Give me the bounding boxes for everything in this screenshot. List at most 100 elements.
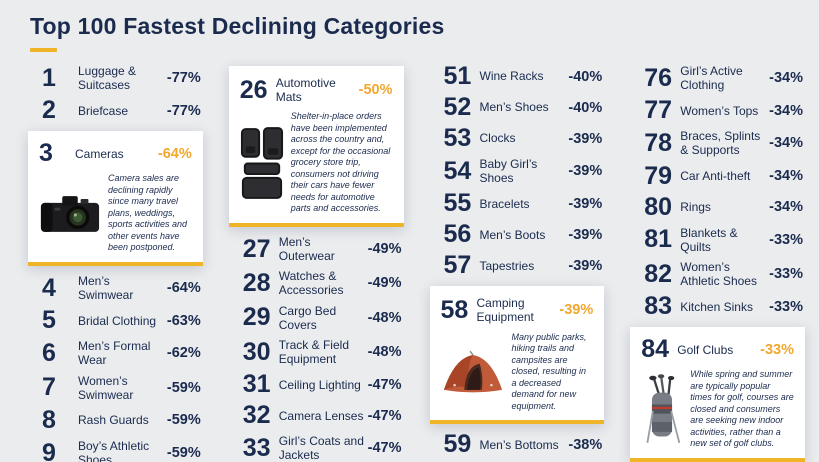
header: Top 100 Fastest Declining Categories	[0, 0, 819, 52]
rank-number: 76	[644, 63, 673, 92]
decline-percentage: -39%	[568, 226, 603, 243]
rank-column: 26 Automotive Mats -50% Shelter-in-place…	[228, 64, 404, 462]
decline-percentage: -59%	[166, 412, 201, 429]
rank-column: 1 Luggage & Suitcases -77% 2 Briefcase -…	[28, 64, 203, 462]
list-item: 82 Women’s Athletic Shoes -33%	[644, 260, 803, 288]
category-label: Briefcase	[78, 103, 129, 118]
decline-percentage: -33%	[769, 231, 803, 248]
category-label: Women’s Athletic Shoes	[680, 259, 757, 289]
rank-number: 51	[443, 62, 472, 90]
category-label: Women’s Tops	[680, 103, 759, 118]
decline-percentage: -64%	[166, 280, 201, 297]
camera-icon	[39, 190, 101, 237]
decline-percentage: -77%	[166, 70, 201, 87]
list-item: 53 Clocks -39%	[444, 126, 603, 151]
category-label: Men’s Outerwear	[278, 234, 335, 264]
highlight-card: 58 Camping Equipment -39% Many public pa…	[429, 286, 605, 425]
decline-percentage: -34%	[769, 168, 803, 185]
card-body: Camera sales are declining rapidly since…	[39, 173, 192, 254]
category-label: Boy’s Athletic Shoes	[78, 438, 150, 462]
list-item: 7 Women’s Swimwear -59%	[42, 374, 201, 402]
card-body: While spring and summer are typically po…	[641, 369, 794, 450]
list-item: 56 Men’s Boots -39%	[444, 222, 603, 247]
category-label: Clocks	[479, 131, 516, 146]
category-label: Rings	[680, 200, 711, 215]
golf-bag-icon	[641, 373, 683, 447]
category-label: Golf Clubs	[677, 342, 734, 357]
rank-number: 79	[644, 161, 673, 190]
rank-number: 33	[242, 433, 271, 462]
category-label: Baby Girl’s Shoes	[479, 157, 538, 186]
card-body: Shelter-in-place orders have been implem…	[240, 111, 393, 215]
category-label: Bracelets	[479, 196, 530, 211]
rank-number: 59	[443, 430, 472, 459]
list-item: 81 Blankets & Quilts -33%	[644, 226, 803, 254]
category-label: Cargo Bed Covers	[278, 303, 337, 332]
decline-percentage: -47%	[367, 376, 402, 393]
decline-percentage: -62%	[166, 345, 201, 362]
list-item: 77 Women’s Tops -34%	[644, 98, 803, 123]
card-description: While spring and summer are typically po…	[690, 369, 794, 449]
list-item: 29 Cargo Bed Covers -48%	[243, 304, 402, 332]
rank-number: 9	[42, 438, 56, 462]
decline-percentage: -77%	[166, 102, 201, 119]
rank-number: 26	[239, 75, 268, 104]
decline-percentage: -40%	[568, 99, 603, 116]
page-title: Top 100 Fastest Declining Categories	[30, 13, 445, 39]
list-item: 78 Braces, Splints & Supports -34%	[644, 129, 803, 157]
category-label: Camera Lenses	[278, 408, 364, 423]
decline-percentage: -59%	[166, 379, 201, 396]
list-item: 57 Tapestries -39%	[444, 253, 603, 278]
rank-number: 77	[644, 96, 673, 125]
decline-percentage: -49%	[367, 241, 402, 258]
rank-column: 51 Wine Racks -40% 52 Men’s Shoes -40% 5…	[429, 62, 605, 462]
decline-percentage: -33%	[760, 341, 794, 358]
rank-column: 76 Girl’s Active Clothing -34% 77 Women’…	[630, 64, 805, 462]
decline-percentage: -33%	[769, 266, 803, 283]
list-item: 54 Baby Girl’s Shoes -39%	[444, 157, 603, 185]
title-underline	[30, 48, 57, 52]
rank-number: 5	[42, 306, 56, 335]
rank-number: 55	[443, 189, 472, 218]
category-label: Men’s Swimwear	[78, 273, 134, 303]
decline-percentage: -40%	[568, 68, 603, 85]
decline-percentage: -59%	[166, 445, 201, 462]
decline-percentage: -63%	[166, 312, 201, 329]
card-description: Camera sales are declining rapidly since…	[108, 173, 188, 253]
list-item: 8 Rash Guards -59%	[42, 405, 201, 434]
decline-percentage: -39%	[559, 302, 594, 319]
category-label: Women’s Swimwear	[78, 373, 134, 402]
category-label: Car Anti-theft	[680, 169, 751, 184]
category-label: Men’s Bottoms	[479, 437, 559, 452]
card-header: 84 Golf Clubs -33%	[641, 337, 794, 362]
decline-percentage: -34%	[769, 135, 803, 152]
decline-percentage: -39%	[568, 163, 603, 180]
category-label: Watches & Accessories	[278, 269, 344, 298]
category-label: Rash Guards	[78, 413, 149, 428]
rank-number: 8	[42, 405, 56, 434]
rank-number: 3	[39, 139, 53, 168]
rank-number: 54	[443, 156, 472, 185]
category-label: Ceiling Lighting	[278, 377, 361, 392]
list-item: 32 Camera Lenses -47%	[243, 403, 402, 428]
rank-number: 53	[443, 124, 472, 152]
category-label: Men’s Formal Wear	[78, 339, 151, 368]
list-item: 2 Briefcase -77%	[42, 98, 201, 123]
category-label: Bridal Clothing	[78, 313, 157, 328]
category-label: Girl’s Coats and Jackets	[278, 434, 364, 462]
category-label: Wine Racks	[479, 69, 544, 84]
rank-number: 78	[644, 128, 673, 157]
category-label: Automotive Mats	[275, 76, 336, 105]
list-item: 76 Girl’s Active Clothing -34%	[644, 64, 803, 92]
decline-percentage: -39%	[568, 195, 603, 212]
card-description: Shelter-in-place orders have been implem…	[290, 111, 391, 214]
category-label: Camping Equipment	[476, 296, 534, 325]
decline-percentage: -39%	[568, 257, 603, 274]
rank-number: 31	[242, 370, 271, 399]
decline-percentage: -38%	[568, 436, 603, 453]
decline-percentage: -39%	[568, 130, 603, 147]
highlight-card: 26 Automotive Mats -50% Shelter-in-place…	[228, 66, 404, 227]
rank-number: 80	[644, 192, 673, 221]
category-label: Men’s Shoes	[479, 100, 549, 115]
